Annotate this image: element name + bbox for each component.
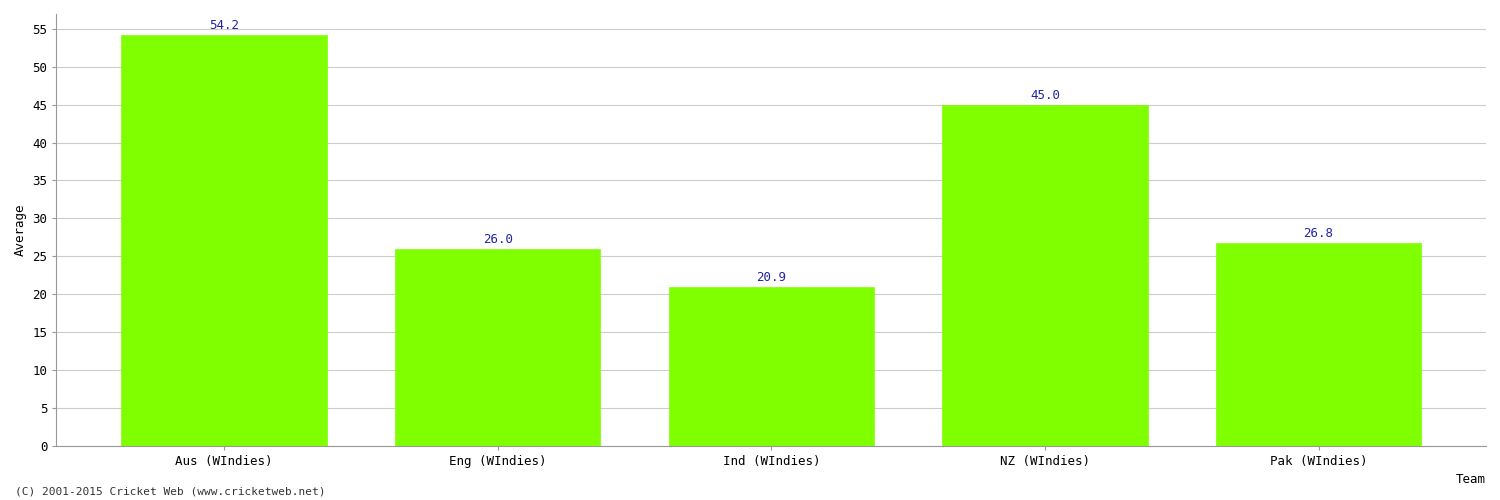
Text: 54.2: 54.2 <box>209 19 238 32</box>
Bar <box>394 248 600 446</box>
Text: 20.9: 20.9 <box>756 271 786 284</box>
Text: 45.0: 45.0 <box>1030 88 1060 102</box>
Bar <box>1216 242 1420 446</box>
Bar <box>669 288 874 446</box>
Bar <box>942 105 1148 446</box>
Text: 26.8: 26.8 <box>1304 226 1334 239</box>
Y-axis label: Average: Average <box>13 204 27 256</box>
X-axis label: Team: Team <box>1456 473 1486 486</box>
Bar <box>122 35 327 446</box>
Text: 26.0: 26.0 <box>483 232 513 245</box>
Text: (C) 2001-2015 Cricket Web (www.cricketweb.net): (C) 2001-2015 Cricket Web (www.cricketwe… <box>15 487 326 497</box>
